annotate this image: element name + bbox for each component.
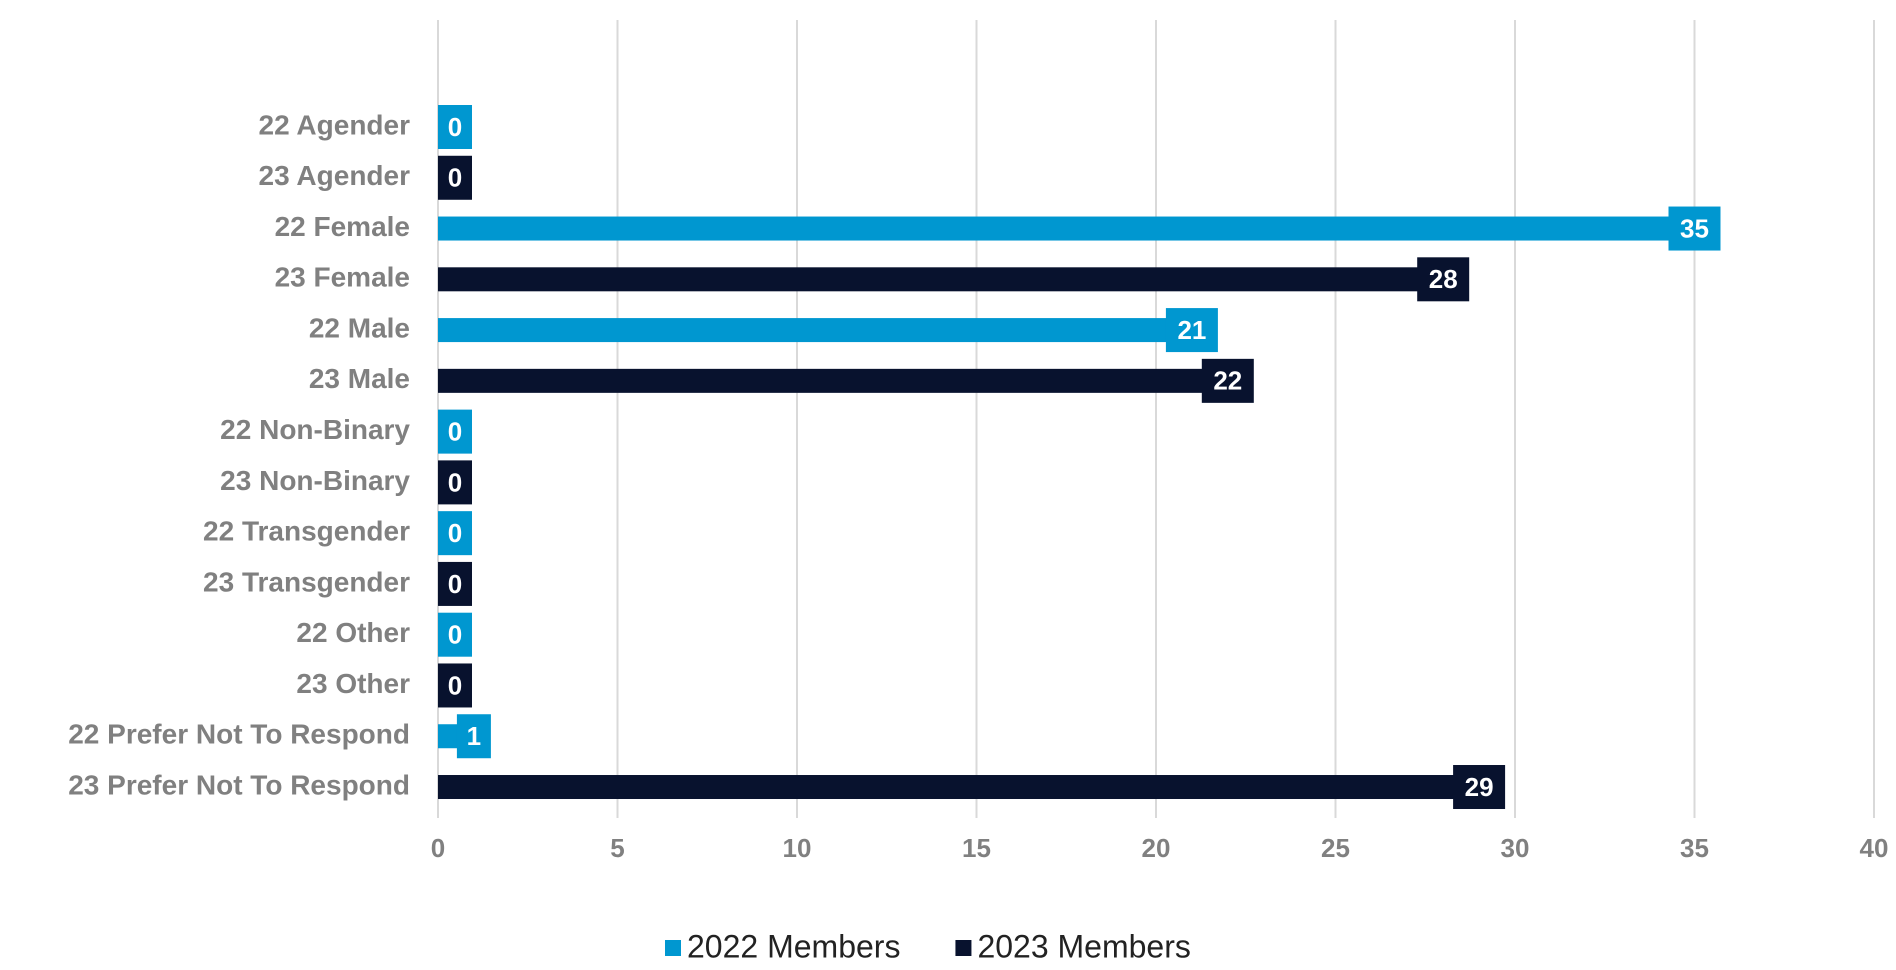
category-label: 23 Female bbox=[275, 262, 410, 293]
category-label: 23 Transgender bbox=[203, 566, 410, 597]
data-label: 0 bbox=[448, 518, 462, 548]
x-tick-label: 40 bbox=[1860, 833, 1889, 863]
data-label-box bbox=[1453, 765, 1506, 810]
x-tick-label: 15 bbox=[962, 833, 991, 863]
data-label-box bbox=[1165, 308, 1218, 353]
data-label: 28 bbox=[1429, 264, 1458, 294]
x-tick-label: 35 bbox=[1680, 833, 1709, 863]
data-label-box bbox=[438, 409, 472, 454]
bar bbox=[438, 267, 1444, 292]
bar bbox=[438, 318, 1192, 343]
x-tick-label: 20 bbox=[1142, 833, 1171, 863]
data-label-box bbox=[438, 105, 472, 149]
data-label-box bbox=[438, 561, 472, 606]
data-label-box bbox=[438, 155, 472, 200]
category-label: 22 Agender bbox=[259, 109, 411, 140]
x-tick-label: 30 bbox=[1501, 833, 1530, 863]
category-label: 23 Other bbox=[296, 668, 410, 699]
x-tick-label: 0 bbox=[431, 833, 445, 863]
bar bbox=[438, 216, 1695, 241]
data-label: 35 bbox=[1680, 213, 1709, 243]
data-label-box bbox=[438, 612, 472, 657]
bar bbox=[438, 368, 1228, 393]
data-label-box bbox=[438, 663, 472, 708]
x-tick-label: 25 bbox=[1321, 833, 1350, 863]
data-label: 29 bbox=[1465, 772, 1494, 802]
data-label: 0 bbox=[448, 620, 462, 650]
data-label-box bbox=[1668, 206, 1721, 251]
category-label: 22 Male bbox=[309, 312, 410, 343]
category-label: 23 Prefer Not To Respond bbox=[68, 769, 410, 800]
category-label: 23 Agender bbox=[259, 160, 411, 191]
data-label: 0 bbox=[448, 467, 462, 497]
legend-label: 2022 Members bbox=[687, 928, 900, 964]
data-label-box bbox=[1417, 257, 1470, 302]
bar bbox=[438, 775, 1480, 800]
category-label: 22 Transgender bbox=[203, 516, 410, 547]
category-label: 22 Non-Binary bbox=[220, 414, 410, 445]
data-label: 0 bbox=[448, 416, 462, 446]
category-label: 22 Female bbox=[275, 211, 410, 242]
x-tick-label: 5 bbox=[610, 833, 624, 863]
data-label: 1 bbox=[467, 721, 481, 751]
legend-label: 2023 Members bbox=[977, 928, 1190, 964]
x-tick-label: 10 bbox=[783, 833, 812, 863]
data-label-box bbox=[456, 714, 491, 759]
legend-swatch bbox=[665, 940, 681, 956]
data-label: 21 bbox=[1177, 315, 1206, 345]
category-label: 23 Male bbox=[309, 363, 410, 394]
data-label: 0 bbox=[448, 670, 462, 700]
data-label: 0 bbox=[448, 163, 462, 193]
data-label: 0 bbox=[448, 112, 462, 142]
legend-swatch bbox=[955, 940, 972, 956]
category-label: 22 Prefer Not To Respond bbox=[68, 719, 410, 750]
data-label-box bbox=[438, 460, 472, 505]
data-label-box bbox=[1201, 358, 1254, 403]
data-label: 22 bbox=[1213, 366, 1242, 396]
category-label: 23 Non-Binary bbox=[220, 465, 410, 496]
data-label: 0 bbox=[448, 569, 462, 599]
data-label-box bbox=[438, 511, 472, 556]
category-label: 22 Other bbox=[296, 617, 410, 648]
